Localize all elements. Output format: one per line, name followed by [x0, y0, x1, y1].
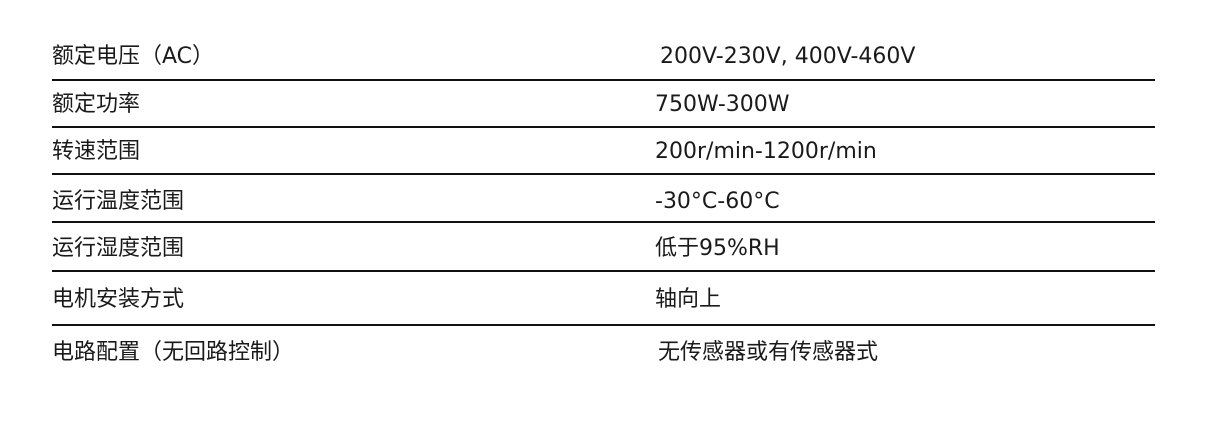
row-divider: [52, 221, 1155, 223]
spec-label: 额定电压（AC）: [52, 44, 215, 69]
row-divider: [52, 79, 1155, 81]
spec-value: 200V-230V, 400V-460V: [660, 44, 916, 69]
row-divider: [52, 324, 1155, 326]
spec-label: 运行温度范围: [52, 189, 185, 214]
spec-value: 轴向上: [655, 287, 722, 312]
spec-value: 低于95%RH: [655, 236, 780, 261]
row-divider: [52, 270, 1155, 272]
spec-label: 运行湿度范围: [52, 236, 185, 261]
spec-label: 额定功率: [52, 92, 141, 117]
spec-value: 750W-300W: [655, 92, 790, 117]
row-divider: [52, 173, 1155, 175]
spec-value: 200r/min-1200r/min: [655, 139, 877, 164]
spec-label: 电机安装方式: [52, 287, 185, 312]
spec-label: 电路配置（无回路控制）: [52, 340, 295, 365]
spec-value: 无传感器或有传感器式: [658, 340, 879, 365]
row-divider: [52, 126, 1155, 128]
spec-value: -30°C-60°C: [655, 189, 780, 214]
spec-label: 转速范围: [52, 139, 141, 164]
